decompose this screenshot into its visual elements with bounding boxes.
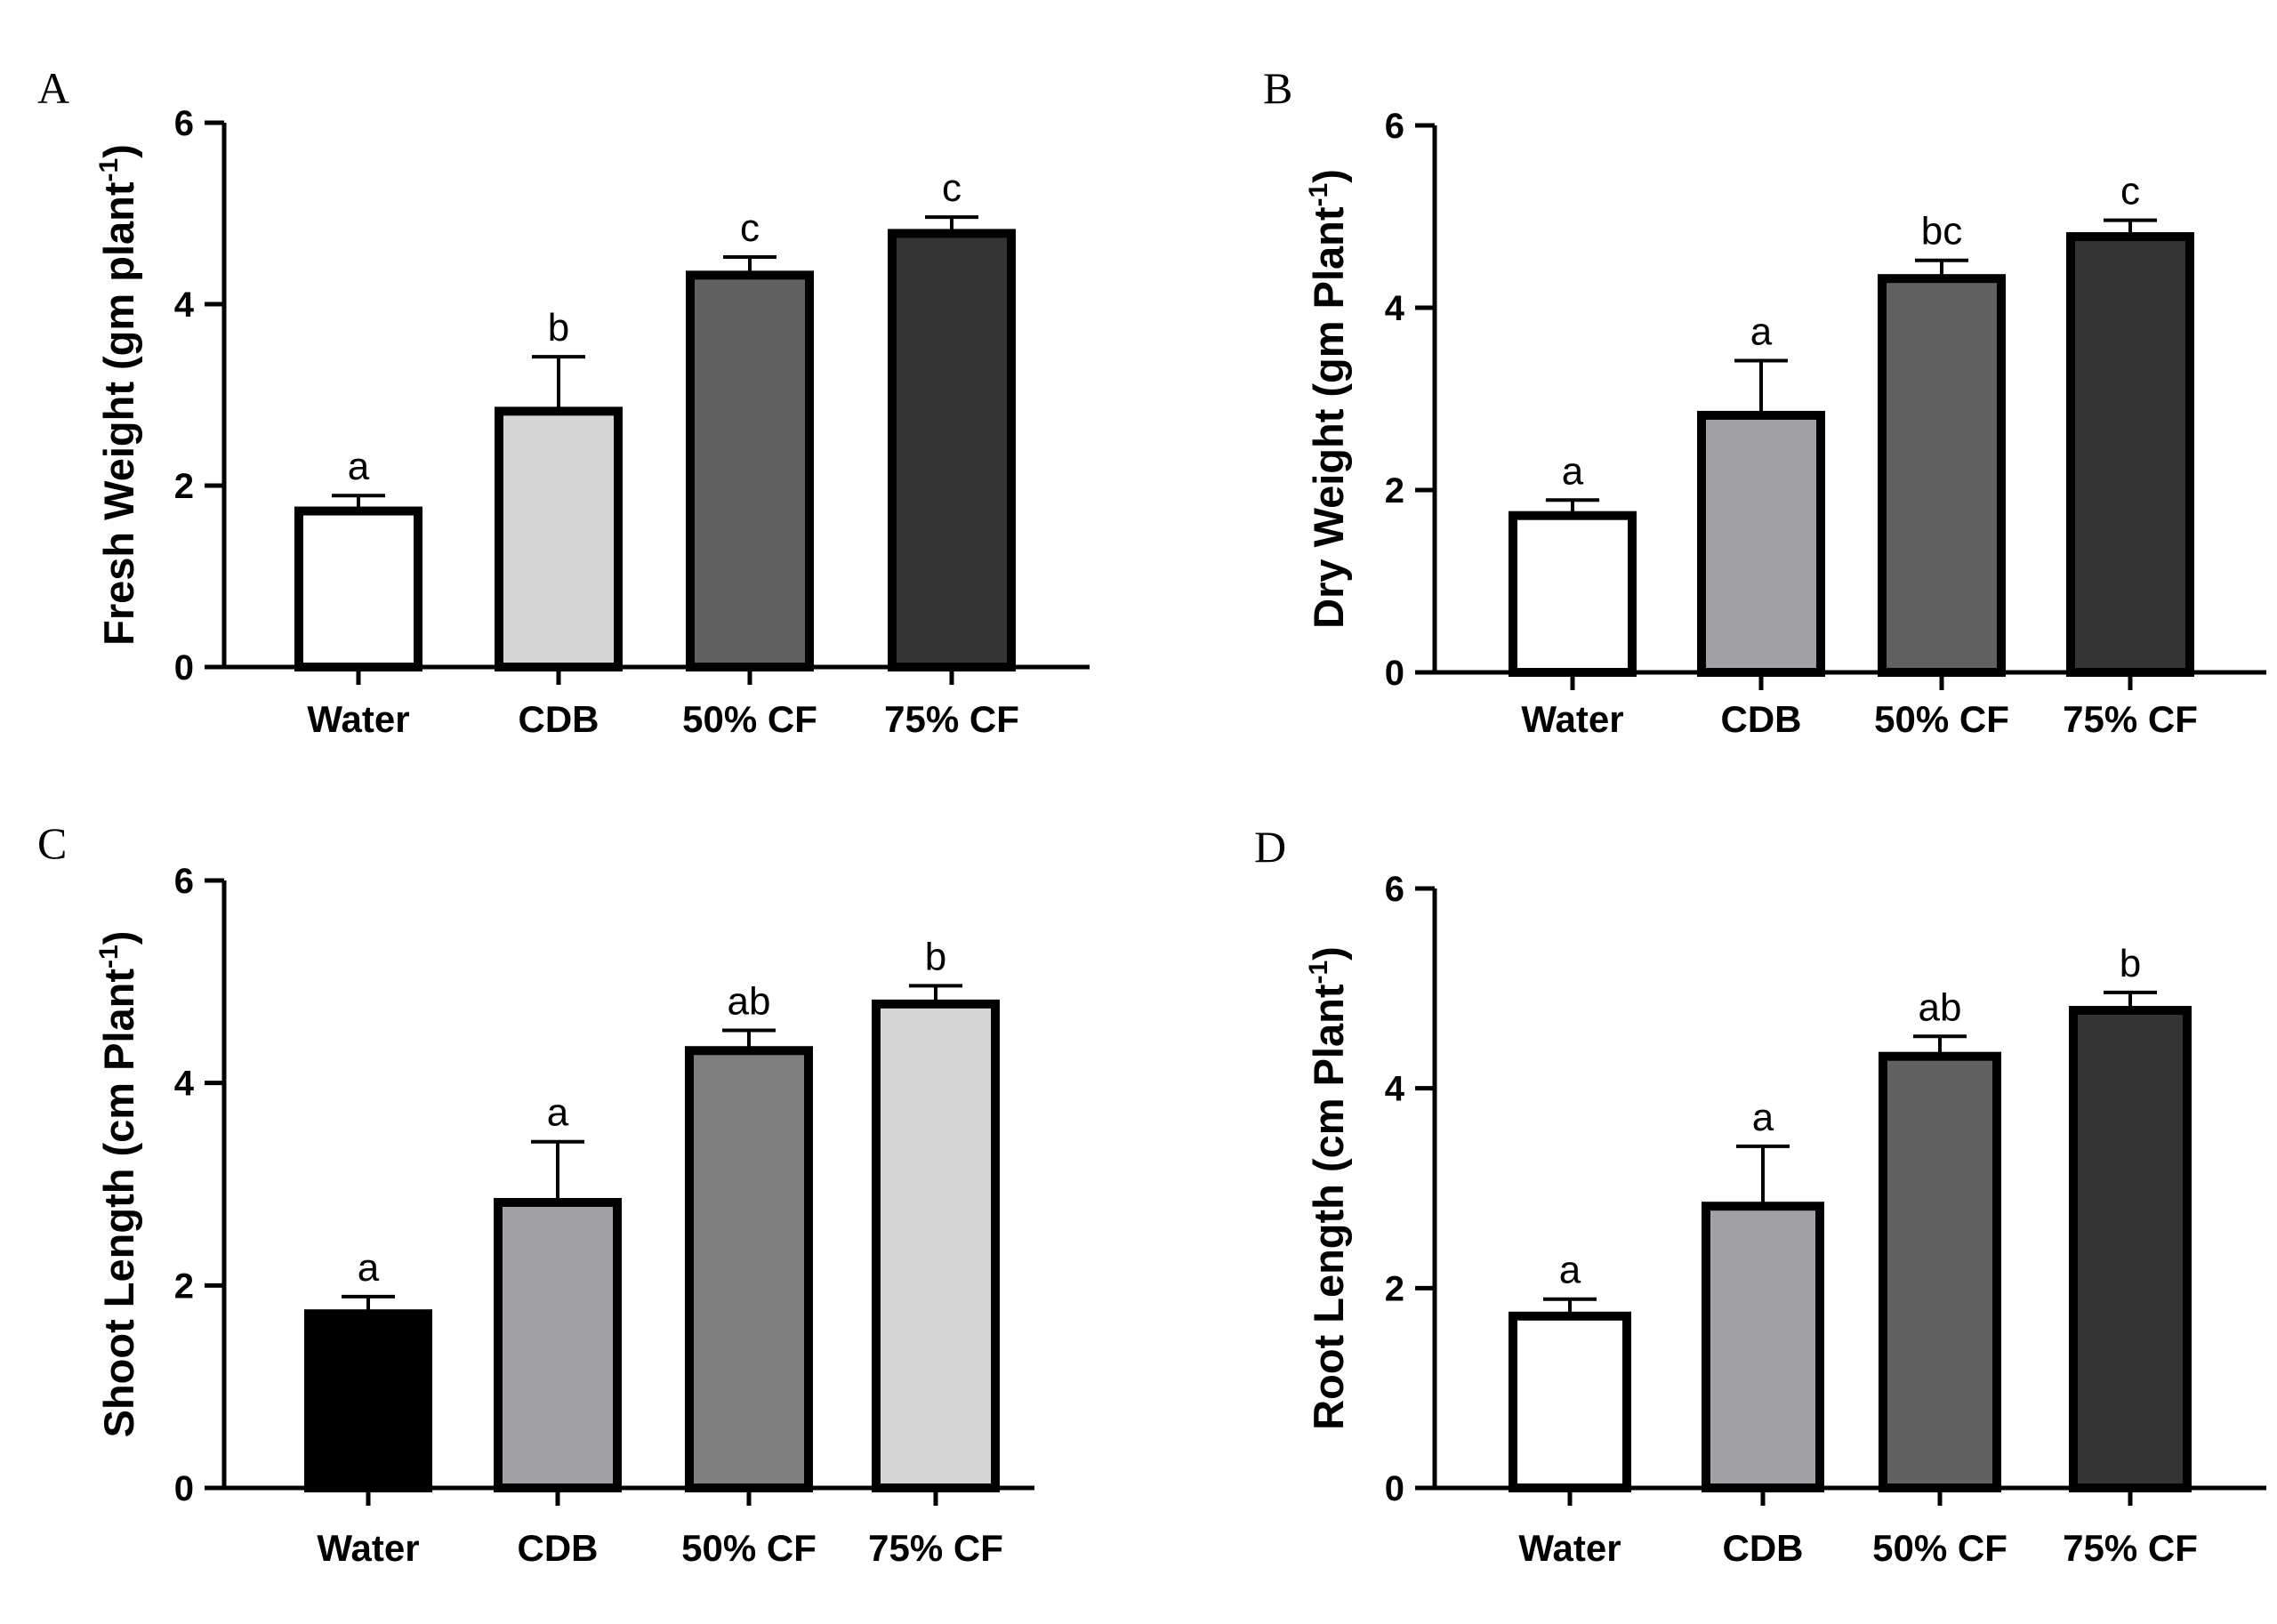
significance-label: c	[740, 206, 760, 250]
significance-label: ab	[728, 979, 771, 1023]
bar	[1509, 511, 1637, 678]
y-axis-title-main: Shoot Length (cm Plant	[95, 969, 142, 1438]
bar	[1697, 410, 1825, 677]
x-tick-label: Water	[1521, 698, 1623, 740]
x-tick-label: 75% CF	[2063, 1527, 2198, 1569]
significance-label: a	[358, 1246, 380, 1290]
panel-letter: D	[1254, 822, 1286, 872]
y-axis-title-sup: -1	[1304, 183, 1333, 207]
chart-panel-a: A 0 2 4 6 a Water b CDB c 50% CF c 75% CF Fresh Weigh…	[37, 63, 1090, 740]
bar	[294, 506, 422, 671]
significance-label: b	[548, 306, 569, 350]
y-axis-title: Shoot Length (cm Plant-1)	[94, 931, 142, 1438]
y-tick-label: 6	[174, 862, 194, 901]
y-tick-label: 2	[174, 467, 194, 506]
significance-label: a	[348, 445, 370, 488]
y-tick-label: 4	[1385, 289, 1405, 328]
y-axis-title-sup: -1	[1304, 961, 1333, 985]
x-tick-label: 75% CF	[868, 1527, 1003, 1569]
y-axis-title-close: )	[1305, 169, 1352, 183]
y-axis-title-sup: -1	[94, 158, 124, 182]
y-tick-label: 6	[174, 104, 194, 143]
significance-label: b	[2120, 942, 2141, 985]
bar	[686, 270, 814, 671]
y-tick-label: 0	[174, 1469, 194, 1508]
y-axis-title: Dry Weight (gm Plant-1)	[1304, 169, 1352, 629]
significance-label: c	[942, 166, 961, 210]
significance-label: c	[2120, 170, 2140, 213]
y-tick-label: 4	[174, 285, 195, 325]
chart-panel-b: B 0 2 4 6 a Water a CDB bc 50% CF c 75% CF Dry Weight…	[1263, 63, 2266, 740]
x-tick-label: CDB	[1721, 698, 1802, 740]
x-tick-label: 50% CF	[682, 698, 817, 740]
bar	[1879, 1051, 2001, 1492]
bar	[2069, 1006, 2192, 1492]
x-tick-label: 75% CF	[884, 698, 1019, 740]
y-tick-label: 2	[1385, 1269, 1404, 1308]
y-axis-title: Fresh Weight (gm plant-1)	[94, 144, 142, 646]
bar	[2066, 232, 2194, 677]
y-tick-label: 2	[1385, 471, 1404, 511]
bar	[495, 406, 623, 671]
y-tick-label: 0	[174, 648, 194, 687]
y-tick-label: 6	[1385, 107, 1404, 146]
y-axis-title-close: )	[95, 931, 142, 945]
significance-label: a	[1562, 449, 1584, 493]
bar	[1702, 1202, 1824, 1492]
x-tick-label: 75% CF	[2063, 698, 2198, 740]
bar	[1878, 274, 2006, 677]
panel-letter: A	[37, 63, 69, 113]
significance-label: a	[1559, 1249, 1581, 1292]
x-tick-label: 50% CF	[1874, 698, 2009, 740]
panel-letter: C	[37, 818, 67, 868]
x-tick-label: CDB	[518, 1527, 599, 1569]
y-axis-title-main: Root Length (cm Plant	[1305, 984, 1352, 1430]
x-tick-label: 50% CF	[681, 1527, 817, 1569]
x-tick-label: Water	[1518, 1527, 1621, 1569]
y-tick-label: 0	[1385, 654, 1404, 693]
y-tick-label: 0	[1385, 1469, 1404, 1508]
y-axis-title-close: )	[95, 144, 142, 158]
y-tick-label: 6	[1385, 870, 1404, 909]
x-tick-label: 50% CF	[1872, 1527, 2007, 1569]
significance-label: bc	[1921, 210, 1962, 253]
significance-label: ab	[1919, 985, 1962, 1029]
significance-label: a	[1752, 1096, 1774, 1139]
y-axis-title-main: Dry Weight (gm Plant	[1305, 206, 1352, 629]
y-axis-title-sup: -1	[94, 945, 124, 969]
bar	[685, 1046, 813, 1492]
x-tick-label: Water	[307, 698, 409, 740]
bar	[1509, 1311, 1631, 1492]
x-tick-label: CDB	[1723, 1527, 1804, 1569]
y-tick-label: 4	[174, 1065, 195, 1104]
x-tick-label: CDB	[519, 698, 599, 740]
bar	[304, 1309, 432, 1492]
significance-label: a	[1750, 310, 1773, 353]
y-tick-label: 4	[1385, 1070, 1405, 1109]
y-tick-label: 2	[174, 1266, 194, 1306]
bar	[888, 229, 1016, 671]
bar	[494, 1197, 622, 1492]
y-axis-title-main: Fresh Weight (gm plant	[95, 181, 142, 646]
chart-panel-c: C 0 2 4 6 a Water a CDB ab 50% CF b 75% CF Shoot Leng…	[37, 818, 1034, 1569]
chart-panel-d: D 0 2 4 6 a Water a CDB ab 50% CF b 75% CF Root Lengt…	[1254, 822, 2266, 1569]
panel-letter: B	[1263, 63, 1292, 113]
x-tick-label: Water	[317, 1527, 419, 1569]
y-axis-title: Root Length (cm Plant-1)	[1304, 946, 1352, 1430]
bar	[872, 999, 1000, 1493]
significance-label: a	[547, 1091, 569, 1135]
y-axis-title-close: )	[1305, 946, 1352, 961]
significance-label: b	[925, 935, 946, 978]
